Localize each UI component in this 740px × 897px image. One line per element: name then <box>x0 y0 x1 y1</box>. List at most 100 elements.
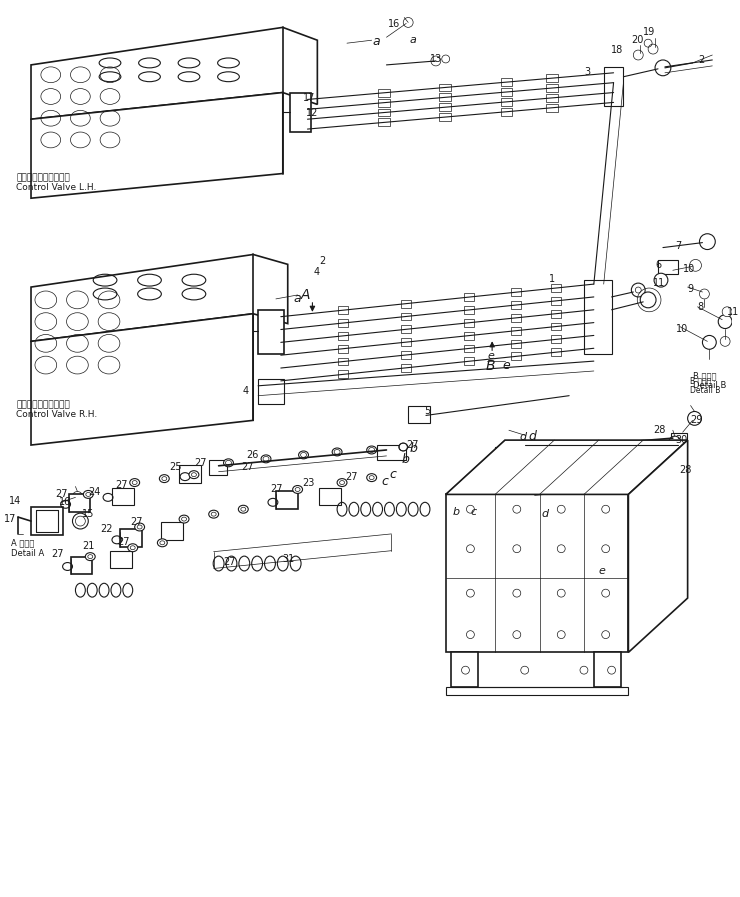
Bar <box>445 494 628 652</box>
Text: d: d <box>519 432 527 442</box>
Text: Control Valve L.H.: Control Valve L.H. <box>16 183 97 192</box>
Ellipse shape <box>299 451 309 459</box>
Bar <box>377 445 406 460</box>
Text: 27: 27 <box>241 462 254 472</box>
Text: 27: 27 <box>194 457 206 468</box>
Bar <box>209 460 226 475</box>
Bar <box>378 89 390 97</box>
Circle shape <box>699 234 716 249</box>
Bar <box>551 348 561 356</box>
Bar <box>451 652 478 687</box>
Circle shape <box>690 259 702 271</box>
Text: 10: 10 <box>676 324 688 334</box>
Bar <box>338 306 349 314</box>
Ellipse shape <box>367 474 377 482</box>
Text: 25: 25 <box>169 462 182 472</box>
Circle shape <box>466 544 474 553</box>
Bar <box>338 344 349 353</box>
Circle shape <box>557 505 565 513</box>
Text: 11: 11 <box>653 278 665 288</box>
Bar <box>401 364 411 371</box>
Bar <box>320 487 341 505</box>
Text: A: A <box>300 288 310 302</box>
Text: 27: 27 <box>130 518 142 527</box>
Ellipse shape <box>399 443 408 451</box>
Bar <box>546 104 558 112</box>
Text: 29: 29 <box>690 415 703 425</box>
Circle shape <box>466 589 474 597</box>
Circle shape <box>602 505 610 513</box>
Bar <box>120 529 141 547</box>
Ellipse shape <box>85 553 95 561</box>
Bar <box>338 319 349 327</box>
Bar <box>338 332 349 340</box>
Ellipse shape <box>84 491 93 499</box>
Bar <box>464 332 474 340</box>
Text: 14: 14 <box>10 496 21 507</box>
Bar <box>401 326 411 334</box>
Circle shape <box>557 631 565 639</box>
Bar <box>401 351 411 359</box>
Text: 9: 9 <box>687 284 694 294</box>
Bar <box>258 309 283 354</box>
Circle shape <box>75 516 85 526</box>
Bar <box>546 74 558 83</box>
Bar <box>401 300 411 308</box>
Bar <box>511 340 520 347</box>
Bar <box>276 492 297 509</box>
Bar <box>408 405 430 423</box>
Text: 17: 17 <box>4 514 17 524</box>
Bar <box>593 652 622 687</box>
Bar <box>551 323 561 330</box>
Circle shape <box>513 544 521 553</box>
Text: Detail B: Detail B <box>690 386 720 395</box>
Text: Detail B: Detail B <box>693 381 726 390</box>
Ellipse shape <box>130 479 140 486</box>
Text: 27: 27 <box>270 483 283 493</box>
Bar <box>378 118 390 126</box>
Bar <box>31 507 63 535</box>
Text: コントロールバルブ右: コントロールバルブ右 <box>16 401 70 410</box>
Circle shape <box>513 589 521 597</box>
Text: 1: 1 <box>549 274 556 284</box>
Text: c: c <box>389 467 397 481</box>
Text: c: c <box>471 507 477 518</box>
Text: 5: 5 <box>424 405 430 415</box>
Circle shape <box>403 18 413 28</box>
Bar <box>584 280 611 354</box>
Text: 6: 6 <box>655 260 661 270</box>
Text: d: d <box>528 431 536 443</box>
Ellipse shape <box>179 515 189 523</box>
Circle shape <box>73 513 88 529</box>
Circle shape <box>702 335 716 349</box>
Bar <box>401 312 411 320</box>
Text: 2: 2 <box>320 257 326 266</box>
Bar <box>258 379 283 404</box>
Text: a: a <box>294 292 301 305</box>
Text: 2: 2 <box>699 55 704 65</box>
Text: 4: 4 <box>314 267 320 277</box>
Bar <box>440 113 451 121</box>
Bar <box>500 98 512 106</box>
Bar <box>70 557 92 574</box>
Ellipse shape <box>189 471 199 479</box>
Polygon shape <box>31 314 253 445</box>
Circle shape <box>466 631 474 639</box>
Text: 23: 23 <box>303 477 315 488</box>
Circle shape <box>602 544 610 553</box>
Text: e: e <box>487 352 494 361</box>
Bar <box>546 94 558 102</box>
Bar <box>500 78 512 86</box>
Circle shape <box>631 283 645 297</box>
Circle shape <box>669 436 681 448</box>
Text: A 詳細図: A 詳細図 <box>11 539 35 548</box>
Text: 27: 27 <box>117 537 130 547</box>
Ellipse shape <box>261 455 271 463</box>
Ellipse shape <box>293 485 303 493</box>
Circle shape <box>513 505 521 513</box>
Bar <box>658 260 678 274</box>
Circle shape <box>466 505 474 513</box>
Text: 16: 16 <box>58 497 71 508</box>
Text: a: a <box>409 35 416 45</box>
Ellipse shape <box>128 544 138 552</box>
